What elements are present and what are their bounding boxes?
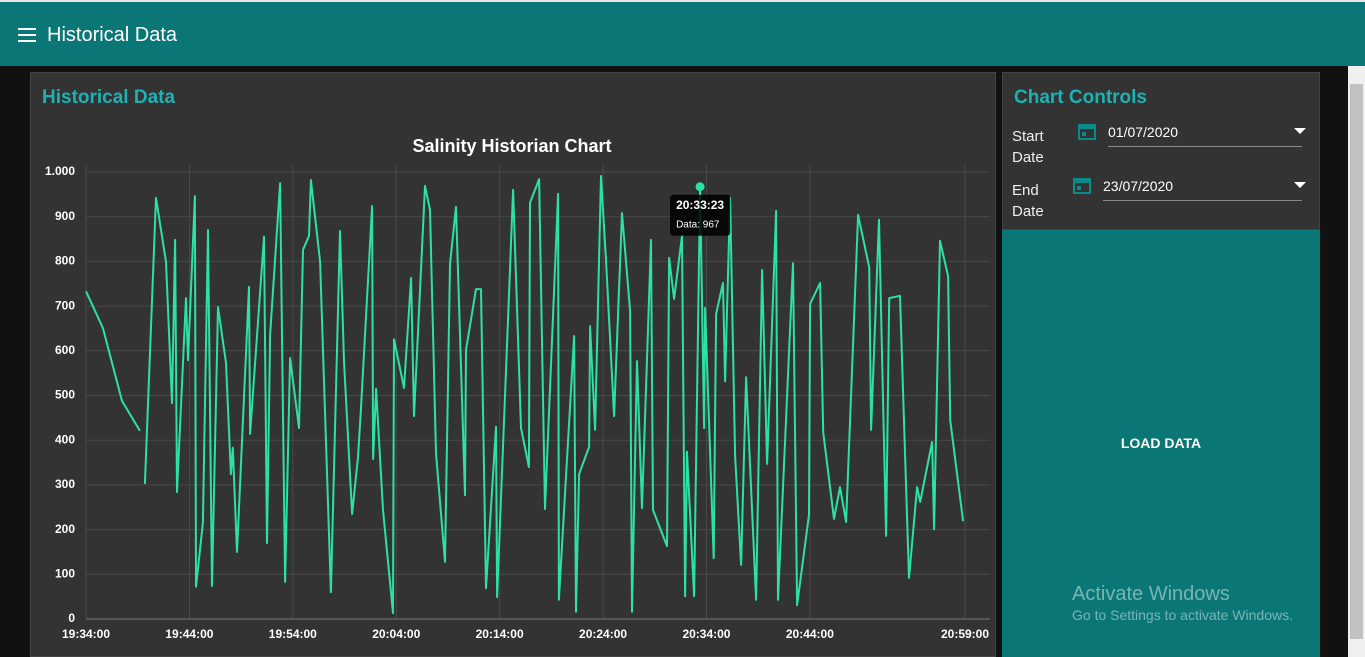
watermark-title: Activate Windows bbox=[1072, 583, 1230, 605]
x-tick-label: 20:34:00 bbox=[682, 627, 730, 641]
x-tick-label: 20:44:00 bbox=[786, 627, 834, 641]
x-tick-label: 20:04:00 bbox=[372, 627, 420, 641]
app-title: Historical Data bbox=[47, 24, 178, 46]
dropdown-arrow[interactable] bbox=[1294, 128, 1306, 136]
x-tick-label: 19:34:00 bbox=[62, 627, 110, 641]
scrollbar-thumb[interactable] bbox=[1350, 84, 1363, 639]
y-tick-label: 0 bbox=[68, 611, 75, 625]
y-tick-label: 600 bbox=[55, 343, 75, 357]
y-tick-label: 300 bbox=[55, 477, 75, 491]
calendar-icon[interactable] bbox=[1073, 176, 1091, 194]
start-label: Start Date bbox=[1012, 128, 1044, 166]
x-tick-label: 19:54:00 bbox=[269, 627, 317, 641]
top-bar bbox=[0, 0, 1365, 66]
chart-title: Salinity Historian Chart bbox=[412, 136, 611, 156]
load-button[interactable] bbox=[1002, 230, 1320, 657]
chart-panel bbox=[30, 72, 996, 657]
y-tick-label: 900 bbox=[55, 209, 75, 223]
chart: Salinity Historian Chart 0 100 200 300 400 50… bbox=[45, 136, 990, 641]
y-tick-label: 400 bbox=[55, 432, 75, 446]
tooltip-box bbox=[670, 194, 731, 236]
data-line bbox=[85, 175, 965, 615]
y-tick-label: 100 bbox=[55, 566, 75, 580]
watermark-text: Go to Settings to activate Windows. bbox=[1072, 607, 1293, 623]
y-tick-label: 200 bbox=[55, 522, 75, 536]
y-tick-label: 500 bbox=[55, 388, 75, 402]
end-label: End Date bbox=[1012, 182, 1044, 220]
highlight-point bbox=[695, 182, 705, 192]
x-tick-label: 20:59:00 bbox=[941, 627, 989, 641]
menu-button[interactable] bbox=[18, 28, 36, 42]
y-tick-label: 700 bbox=[55, 298, 75, 312]
end-date-input[interactable]: 23/07/2020 bbox=[1103, 178, 1302, 201]
start-date-input[interactable]: 01/07/2020 bbox=[1108, 124, 1302, 147]
x-tick-label: 19:44:00 bbox=[165, 627, 213, 641]
x-tick-label: 20:14:00 bbox=[476, 627, 524, 641]
tooltip-title: 20:33:23 bbox=[676, 198, 724, 212]
x-tick-label: 20:24:00 bbox=[579, 627, 627, 641]
tooltip-text: Data: 967 bbox=[676, 219, 720, 230]
panel-title: Historical Data bbox=[42, 87, 176, 108]
start-date: 01/07/2020 bbox=[1108, 124, 1179, 140]
load-button-label[interactable]: LOAD DATA bbox=[1120, 435, 1202, 451]
calendar-icon[interactable] bbox=[1078, 122, 1096, 140]
controls-title: Chart Controls bbox=[1014, 87, 1147, 108]
dropdown-arrow[interactable] bbox=[1294, 182, 1306, 190]
y-tick-label: 800 bbox=[55, 254, 75, 268]
y-tick-label: 1.000 bbox=[45, 164, 75, 178]
controls-panel bbox=[1002, 72, 1320, 230]
end-date: 23/07/2020 bbox=[1103, 178, 1174, 194]
